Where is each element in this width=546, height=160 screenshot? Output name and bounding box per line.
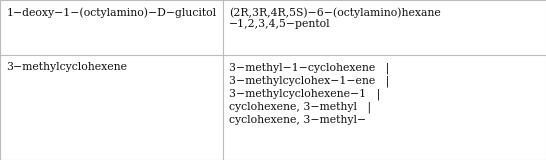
Text: 1−deoxy−1−(octylamino)−D−glucitol: 1−deoxy−1−(octylamino)−D−glucitol — [7, 7, 217, 18]
Text: 3−methyl−1−cyclohexene   |
3−methylcyclohex−1−ene   |
3−methylcyclohexene−1   |
: 3−methyl−1−cyclohexene | 3−methylcyclohe… — [229, 62, 390, 125]
Text: (2R,3R,4R,5S)−6−(octylamino)hexane
−1,2,3,4,5−pentol: (2R,3R,4R,5S)−6−(octylamino)hexane −1,2,… — [229, 7, 441, 29]
Text: 3−methylcyclohexene: 3−methylcyclohexene — [7, 62, 128, 72]
